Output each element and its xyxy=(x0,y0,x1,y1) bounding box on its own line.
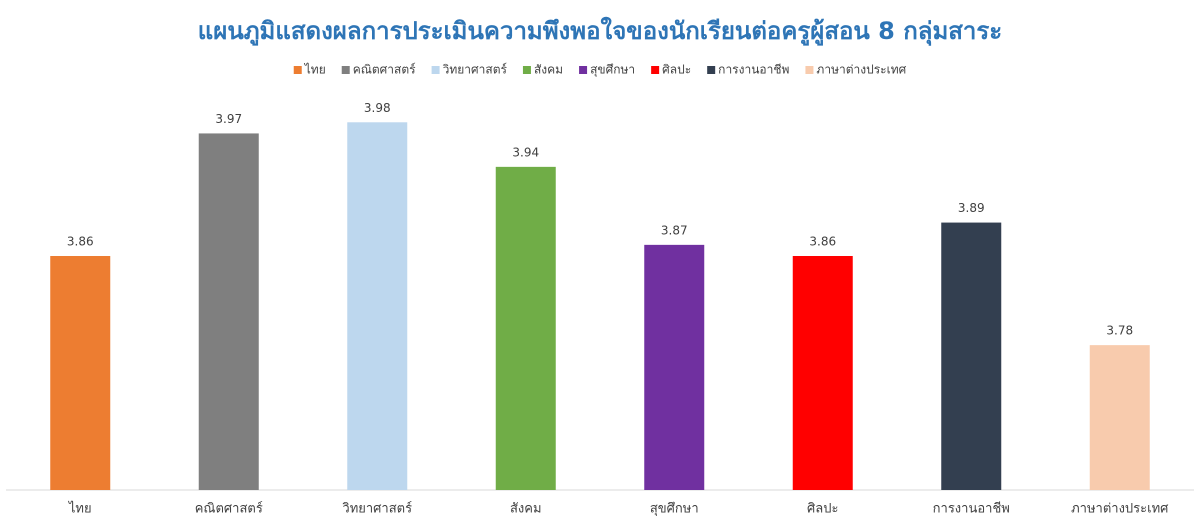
legend-label: สุขศึกษา xyxy=(590,63,635,78)
legend-swatch xyxy=(579,66,588,74)
x-tick-label: ศิลปะ xyxy=(807,502,838,517)
bar xyxy=(1089,345,1150,490)
chart-title: แผนภูมิแสดงผลการประเมินความพึงพอใจของนัก… xyxy=(198,16,1002,47)
legend-label: สังคม xyxy=(534,63,563,77)
value-label: 3.78 xyxy=(1106,324,1133,338)
legend: ไทย คณิตศาสตร์ วิทยาศาสตร์ สังคม สุขศึกษา ศิล… xyxy=(293,63,907,78)
legend-swatch xyxy=(805,66,814,74)
bar xyxy=(792,256,853,490)
legend-swatch xyxy=(431,66,440,74)
legend-swatch xyxy=(522,66,531,74)
value-label: 3.94 xyxy=(512,145,539,159)
value-label: 3.97 xyxy=(215,112,242,126)
bar xyxy=(198,133,259,490)
legend-swatch xyxy=(707,66,716,74)
value-label: 3.89 xyxy=(958,201,985,215)
value-label: 3.87 xyxy=(661,223,688,237)
legend-swatch xyxy=(341,66,350,74)
x-tick-label: คณิตศาสตร์ xyxy=(195,501,263,517)
bar xyxy=(495,166,556,490)
x-tick-label: วิทยาศาสตร์ xyxy=(342,501,412,517)
bar xyxy=(941,222,1002,491)
legend-swatch xyxy=(293,66,302,74)
legend-swatch xyxy=(651,66,660,74)
bar xyxy=(347,122,408,491)
value-label: 3.86 xyxy=(67,235,94,249)
legend-label: การงานอาชีพ xyxy=(718,63,789,77)
value-label: 3.86 xyxy=(809,235,836,249)
x-tick-label: ภาษาต่างประเทศ xyxy=(1071,502,1169,517)
legend-label: ไทย xyxy=(304,63,326,77)
legend-label: ศิลปะ xyxy=(662,63,691,77)
value-label: 3.98 xyxy=(364,101,391,115)
x-tick-label: การงานอาชีพ xyxy=(933,501,1010,517)
bar xyxy=(50,256,111,490)
legend-label: คณิตศาสตร์ xyxy=(353,63,416,77)
bar xyxy=(644,244,705,490)
x-tick-label: สุขศึกษา xyxy=(650,502,699,517)
x-tick-label: สังคม xyxy=(510,502,542,517)
legend-label: วิทยาศาสตร์ xyxy=(442,63,507,77)
legend-label: ภาษาต่างประเทศ xyxy=(816,63,906,77)
x-tick-label: ไทย xyxy=(68,501,92,517)
